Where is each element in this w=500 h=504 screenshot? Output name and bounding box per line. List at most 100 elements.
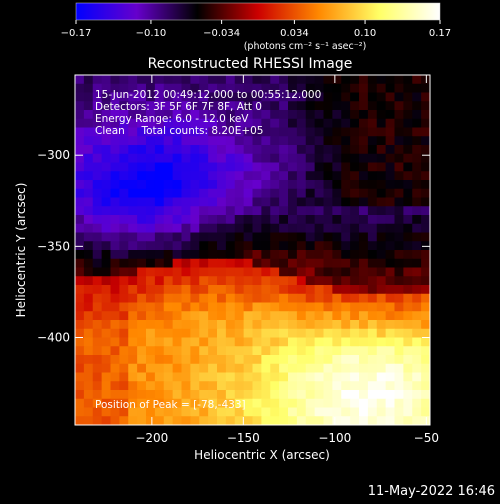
heatmap-cell bbox=[225, 215, 236, 225]
heatmap-cell bbox=[101, 232, 112, 242]
heatmap-cell bbox=[181, 250, 191, 260]
heatmap-cell bbox=[314, 171, 325, 181]
heatmap-cell bbox=[288, 206, 298, 216]
heatmap-cell bbox=[146, 346, 156, 356]
heatmap-cell bbox=[314, 355, 325, 365]
heatmap-cell bbox=[421, 372, 430, 382]
heatmap-cell bbox=[92, 223, 103, 234]
heatmap-cell bbox=[341, 241, 351, 251]
x-tick-label: −100 bbox=[318, 431, 351, 445]
heatmap-cell bbox=[367, 101, 378, 111]
heatmap-cell bbox=[412, 171, 422, 181]
heatmap-cell bbox=[252, 188, 262, 199]
heatmap-cell bbox=[394, 355, 404, 365]
heatmap-cell bbox=[296, 136, 307, 146]
heatmap-cell bbox=[92, 232, 103, 242]
heatmap-cell bbox=[163, 197, 174, 207]
heatmap-cell bbox=[190, 171, 200, 181]
heatmap-cell bbox=[190, 407, 200, 417]
heatmap-cell bbox=[359, 162, 369, 172]
heatmap-cell bbox=[385, 145, 396, 155]
heatmap-cell bbox=[83, 180, 94, 190]
heatmap-cell bbox=[101, 197, 112, 207]
heatmap-cell bbox=[367, 197, 378, 207]
heatmap-cell bbox=[190, 215, 200, 225]
heatmap-cell bbox=[146, 232, 156, 242]
heatmap-cell bbox=[119, 276, 129, 286]
heatmap-cell bbox=[341, 197, 351, 207]
heatmap-cell bbox=[181, 320, 191, 330]
heatmap-cell bbox=[181, 136, 191, 146]
heatmap-cell bbox=[314, 302, 325, 312]
heatmap-cell bbox=[92, 241, 103, 251]
heatmap-cell bbox=[163, 101, 174, 111]
heatmap-cell bbox=[412, 153, 422, 164]
heatmap-cell bbox=[350, 337, 360, 347]
heatmap-cell bbox=[341, 372, 351, 382]
heatmap-cell bbox=[137, 258, 147, 269]
heatmap-cell bbox=[137, 293, 147, 304]
heatmap-cell bbox=[421, 416, 430, 425]
heatmap-cell bbox=[172, 180, 183, 190]
heatmap-cell bbox=[421, 83, 430, 94]
heatmap-cell bbox=[137, 83, 147, 94]
heatmap-cell bbox=[243, 241, 254, 251]
heatmap-cell bbox=[261, 197, 271, 207]
heatmap-cell bbox=[261, 206, 271, 216]
heatmap-cell bbox=[421, 407, 430, 417]
heatmap-cell bbox=[412, 241, 422, 251]
heatmap-cell bbox=[208, 127, 218, 137]
heatmap-cell bbox=[146, 285, 156, 295]
colorbar-ticks: −0.17 −0.10 −0.034 0.034 0.10 0.17 bbox=[61, 20, 451, 39]
heatmap-cell bbox=[146, 171, 156, 181]
heatmap-cell bbox=[385, 407, 396, 417]
heatmap-cell bbox=[359, 188, 369, 199]
heatmap-cell bbox=[261, 276, 271, 286]
heatmap-cell bbox=[279, 311, 289, 321]
heatmap-cell bbox=[403, 328, 413, 339]
heatmap-cell bbox=[376, 101, 387, 111]
heatmap-cell bbox=[83, 232, 94, 242]
heatmap-cell bbox=[252, 232, 262, 242]
heatmap-cell bbox=[172, 311, 183, 321]
heatmap-cell bbox=[172, 276, 183, 286]
heatmap-cell bbox=[181, 188, 191, 199]
heatmap-cell bbox=[376, 293, 387, 304]
heatmap-cell bbox=[412, 250, 422, 260]
heatmap-cell bbox=[225, 75, 236, 85]
heatmap-cell bbox=[190, 241, 200, 251]
heatmap-cell bbox=[288, 328, 298, 339]
heatmap-cell bbox=[367, 363, 378, 374]
heatmap-cell bbox=[385, 355, 396, 365]
heatmap-cell bbox=[75, 101, 85, 111]
heatmap-cell bbox=[146, 153, 156, 164]
x-axis-ticks: −200 −150 −100 −50 bbox=[135, 75, 439, 445]
heatmap-cell bbox=[225, 171, 236, 181]
heatmap-cell bbox=[190, 346, 200, 356]
heatmap-cell bbox=[172, 83, 183, 94]
plot-frame bbox=[74, 74, 431, 426]
heatmap-cell bbox=[359, 215, 369, 225]
heatmap-cell bbox=[83, 118, 94, 129]
heatmap-cell bbox=[137, 180, 147, 190]
heatmap-cell bbox=[199, 206, 209, 216]
heatmap-cell bbox=[385, 215, 396, 225]
heatmap-cell bbox=[421, 381, 430, 391]
colorbar-tick-label: 0.034 bbox=[280, 28, 309, 39]
heatmap-cell bbox=[376, 416, 387, 425]
heatmap-cell bbox=[376, 398, 387, 409]
heatmap-cell bbox=[83, 153, 94, 164]
heatmap-cell bbox=[421, 250, 430, 260]
heatmap-cell bbox=[412, 101, 422, 111]
heatmap-cell bbox=[367, 75, 378, 85]
heatmap-cell bbox=[279, 110, 289, 120]
heatmap-cell bbox=[199, 92, 209, 102]
heatmap-cell bbox=[288, 136, 298, 146]
heatmap-cell bbox=[385, 197, 396, 207]
heatmap-cell bbox=[110, 180, 120, 190]
heatmap-cell bbox=[199, 250, 209, 260]
heatmap-cell bbox=[305, 276, 316, 286]
heatmap-cell bbox=[154, 320, 165, 330]
heatmap-cell bbox=[296, 363, 307, 374]
heatmap-cell bbox=[305, 145, 316, 155]
